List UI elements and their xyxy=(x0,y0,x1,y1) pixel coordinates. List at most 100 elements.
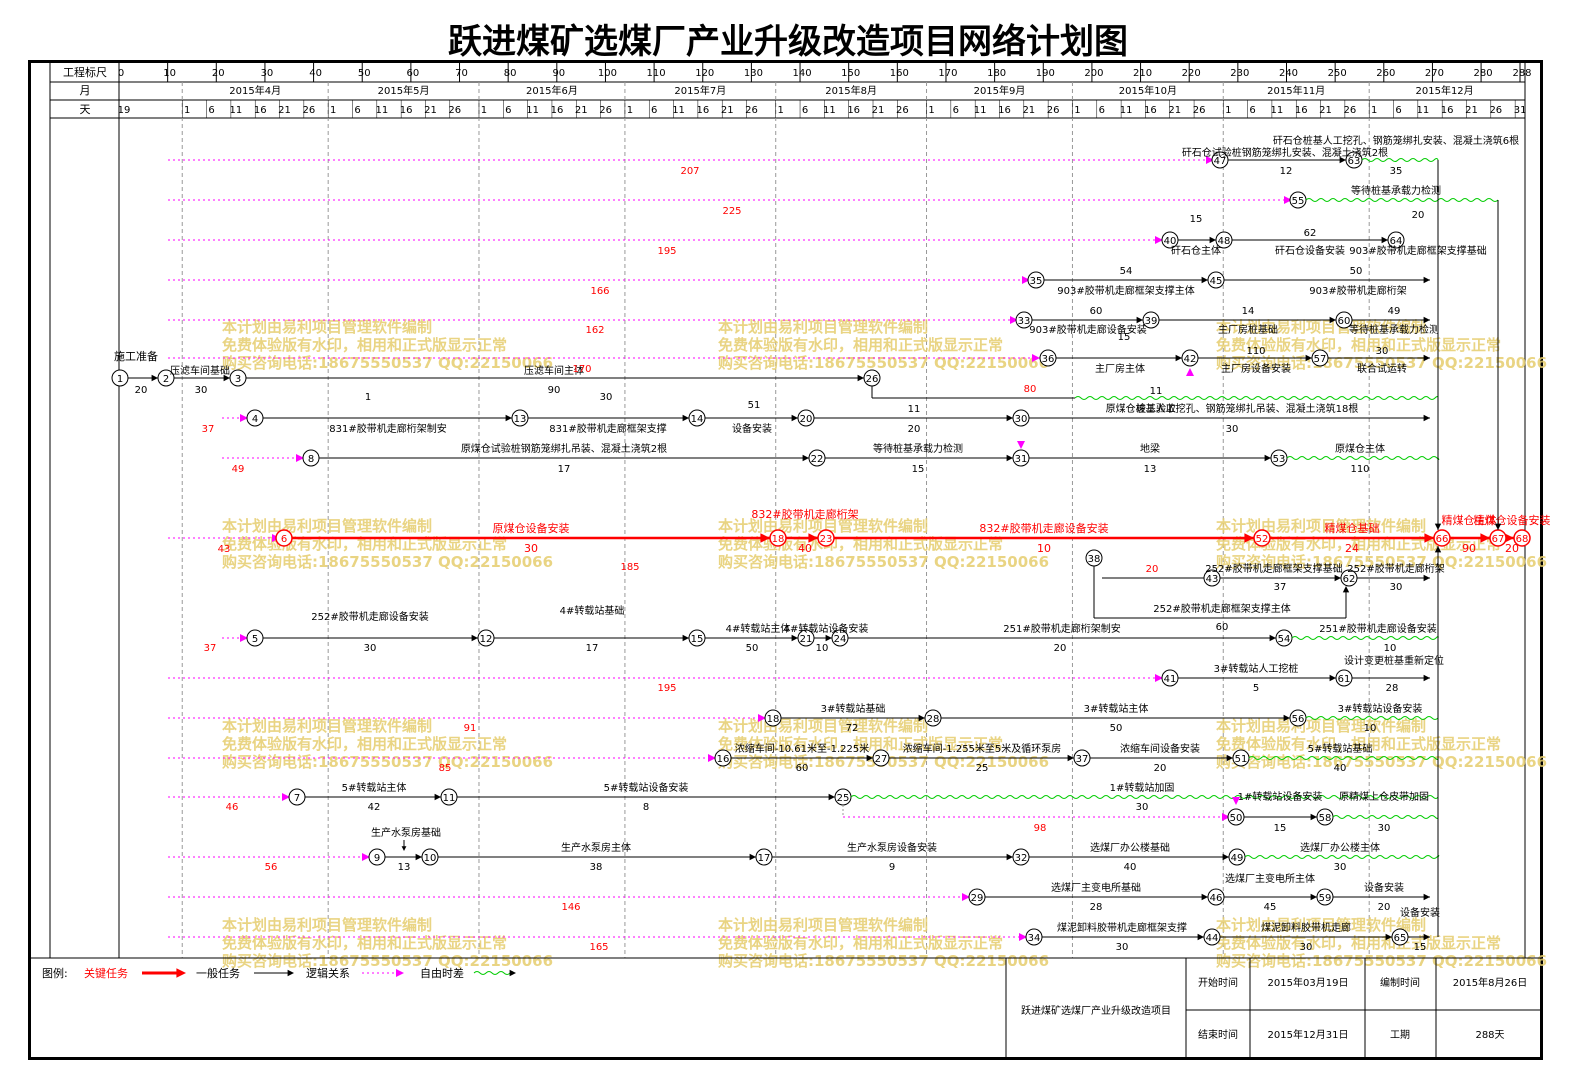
free-float-arrow xyxy=(1010,316,1018,324)
node-number: 30 xyxy=(1015,414,1028,425)
free-float-value: 91 xyxy=(464,723,477,734)
node-number: 18 xyxy=(767,714,780,725)
day-label: 21 xyxy=(575,105,588,116)
scale-tick: 270 xyxy=(1425,68,1444,79)
task-label: 浓缩车间设备安装 xyxy=(1120,742,1200,755)
task-label: 20 xyxy=(1378,902,1391,913)
day-label: 1 xyxy=(481,105,487,116)
free-float-value: 195 xyxy=(657,246,676,257)
task-label: 地梁 xyxy=(1140,442,1160,455)
watermark-text: 本计划由易利项目管理软件编制 xyxy=(718,318,928,336)
task-arrow xyxy=(223,374,230,382)
legend-logic: 逻辑关系 xyxy=(306,966,350,980)
free-float-value: 185 xyxy=(620,562,639,573)
free-float-value: 166 xyxy=(590,286,609,297)
day-label: 1 xyxy=(1225,105,1231,116)
scale-tick: 10 xyxy=(163,68,176,79)
task-arrow xyxy=(1381,236,1388,244)
free-float-arrow xyxy=(758,714,766,722)
day-label: 16 xyxy=(697,105,710,116)
task-arrow xyxy=(1269,634,1276,642)
task-label: 15 xyxy=(912,464,925,475)
task-label: 110 xyxy=(1350,464,1369,475)
watermark-text: 免费体验版有水印，相用和正式版显示正常 xyxy=(1216,735,1501,753)
node-number: 43 xyxy=(1206,574,1219,585)
task-label: 4#转载站设备安装 xyxy=(784,622,869,635)
task-arrow xyxy=(1494,523,1502,530)
info-start-value: 2015年03月19日 xyxy=(1268,976,1349,989)
node-circle xyxy=(769,529,787,547)
day-label: 26 xyxy=(448,105,461,116)
info-duration-label: 工期 xyxy=(1390,1029,1410,1041)
free-float-value: 37 xyxy=(202,424,215,435)
task-label: 50 xyxy=(746,643,759,654)
task-label: 矸石仓主体 xyxy=(1171,244,1221,257)
task-label: 831#胶带机走廊桁架制安 xyxy=(329,422,446,435)
day-label: 21 xyxy=(872,105,885,116)
task-label: 选煤厂办公楼基础 xyxy=(1090,841,1170,854)
watermark-text: 免费体验版有水印，相用和正式版显示正常 xyxy=(222,535,507,553)
task-arrow xyxy=(1201,276,1208,284)
task-label: 生产水泵房设备安装 xyxy=(847,841,937,854)
chart-frame xyxy=(28,60,1543,1060)
task-arrow xyxy=(1201,893,1208,901)
task-arrow xyxy=(415,853,422,861)
day-label: 16 xyxy=(1441,105,1454,116)
node-number: 27 xyxy=(875,754,888,765)
task-label: 煤泥卸料胶带机走廊 xyxy=(1261,921,1351,934)
task-label: 30 xyxy=(1334,862,1347,873)
task-label: 9 xyxy=(889,862,895,873)
node-number: 23 xyxy=(820,534,833,545)
free-float-value: 80 xyxy=(1024,384,1037,395)
scale-tick: 210 xyxy=(1133,68,1152,79)
free-float-value: 162 xyxy=(585,325,604,336)
task-label: 40 xyxy=(798,542,812,555)
watermark-text: 免费体验版有水印，相用和正式版显示正常 xyxy=(718,735,1003,753)
task-label: 252#胶带机走廊桁架 xyxy=(1347,562,1444,575)
free-float-arrow xyxy=(962,893,970,901)
task-label: 24 xyxy=(1345,542,1359,555)
node-number: 26 xyxy=(866,374,879,385)
day-label: 6 xyxy=(651,105,657,116)
slack-wave xyxy=(1361,158,1439,162)
task-label: 主厂房主体 xyxy=(1095,362,1145,375)
node-number: 34 xyxy=(1028,933,1041,944)
task-label: 60 xyxy=(796,763,809,774)
day-label: 1 xyxy=(184,105,190,116)
task-label: 110 xyxy=(1246,346,1265,357)
day-label: 6 xyxy=(354,105,360,116)
task-arrow xyxy=(1329,674,1336,682)
free-float-arrow xyxy=(362,853,370,861)
node-number: 4 xyxy=(252,414,258,425)
day-label: 21 xyxy=(1319,105,1332,116)
task-label: 4#转载站基础 xyxy=(560,604,625,617)
legend-normal-arrow xyxy=(287,969,294,977)
node-number: 51 xyxy=(1235,754,1248,765)
task-arrow xyxy=(1310,813,1317,821)
task-arrow xyxy=(1175,354,1182,362)
watermark-text: 购买咨询电话:18675550537 QQ:22150066 xyxy=(1216,952,1547,970)
scale-tick: 30 xyxy=(261,68,274,79)
task-label: 30 xyxy=(195,385,208,396)
free-float-value: 46 xyxy=(226,802,239,813)
scale-tick: 180 xyxy=(987,68,1006,79)
task-arrow xyxy=(1423,893,1430,901)
task-arrow xyxy=(1434,523,1442,530)
legend-free-arrow xyxy=(509,969,516,977)
node-number: 39 xyxy=(1145,316,1158,327)
task-arrow xyxy=(828,793,835,801)
day-label: 1 xyxy=(330,105,336,116)
task-label: 17 xyxy=(558,464,571,475)
task-label: 3#转载站人工挖桩 xyxy=(1214,662,1299,675)
day-label: 21 xyxy=(424,105,437,116)
slack-wave xyxy=(1244,855,1440,859)
free-float-value: 20 xyxy=(1146,564,1159,575)
info-start-label: 开始时间 xyxy=(1198,976,1238,989)
node-number: 35 xyxy=(1030,276,1043,287)
free-float-arrow xyxy=(1206,156,1214,164)
task-arrow xyxy=(1264,454,1271,462)
task-label: 主厂房桩基础 xyxy=(1218,323,1278,336)
free-float-arrow xyxy=(240,634,248,642)
watermark-text: 购买咨询电话:18675550537 QQ:22150066 xyxy=(222,553,553,571)
watermark-text: 购买咨询电话:18675550537 QQ:22150066 xyxy=(222,354,553,372)
